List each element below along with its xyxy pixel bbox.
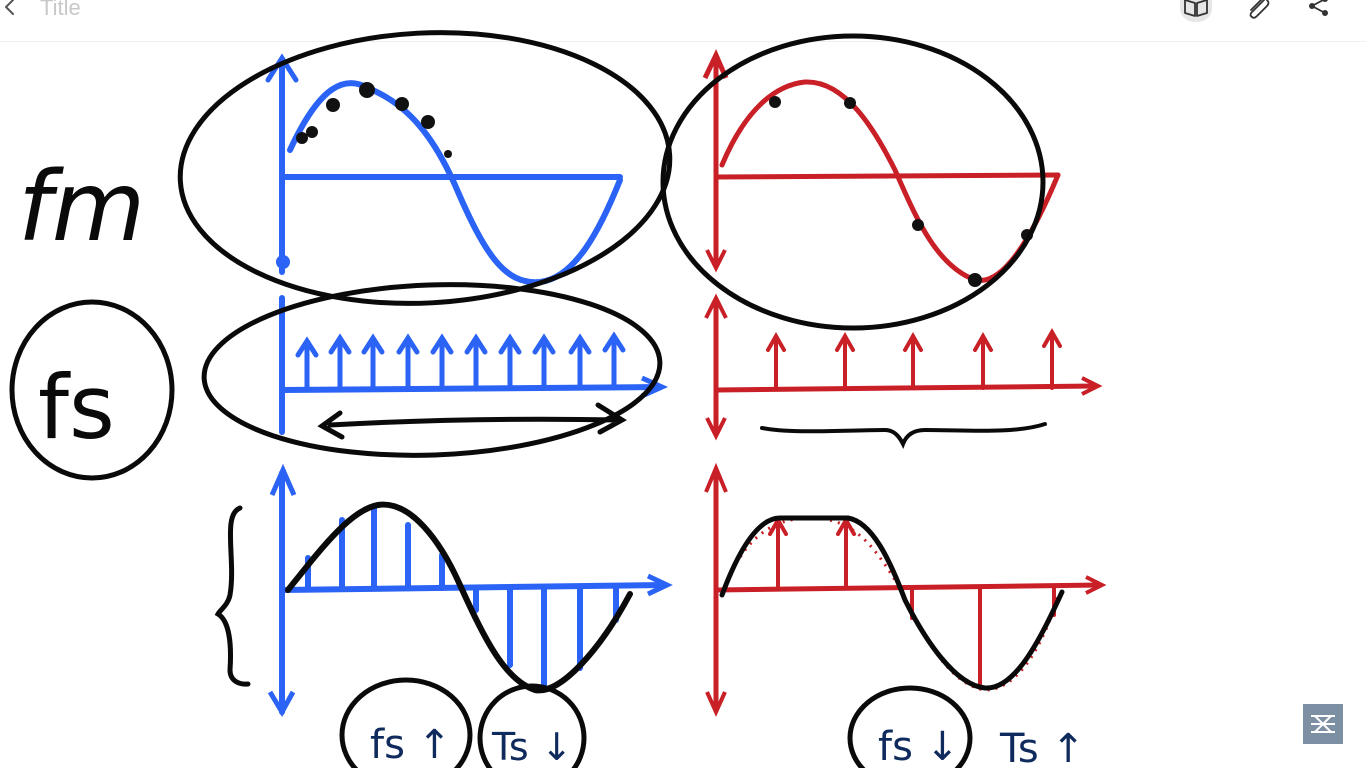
sample-dot: [912, 219, 924, 231]
note-circle: [339, 677, 473, 768]
highlight-circle: [177, 30, 673, 306]
sample-dot: [276, 255, 290, 269]
back-arrow-icon: [5, 0, 14, 15]
top-toolbar: Title: [0, 0, 1366, 42]
red-sine-wave: [719, 79, 1061, 284]
reconstructed-wave: [719, 515, 1065, 691]
sample-stems: [305, 505, 619, 691]
logo-icon: [1311, 715, 1335, 733]
double-arrow: [317, 402, 627, 440]
note-fs-down: fs ↓: [878, 724, 959, 768]
red-y-arrowheads: [704, 293, 728, 441]
blue-message-plot: [265, 53, 623, 286]
red-x-arrowhead: [1081, 376, 1103, 396]
red-message-plot: [702, 48, 1061, 287]
document-title[interactable]: Title: [40, 0, 81, 20]
fs-label-circle: [9, 299, 175, 481]
read-mode-button[interactable]: [1180, 0, 1212, 22]
note-ts-up: Ts ↑: [999, 726, 1085, 768]
book-icon: [1184, 0, 1208, 17]
blue-sampled-plot: [214, 463, 673, 718]
red-y-arrowheads: [704, 462, 728, 717]
red-x-axis: [713, 383, 1098, 393]
sample-dot: [359, 82, 375, 98]
red-y-arrowhead-top: [702, 48, 729, 80]
fm-label: fm: [18, 151, 145, 263]
sample-dot: [395, 97, 409, 111]
blue-x-axis: [279, 384, 663, 393]
sample-dot: [444, 150, 452, 158]
highlight-circle: [201, 282, 663, 458]
blue-impulse-train: [279, 295, 669, 440]
impulse-arrows: [766, 327, 1062, 390]
red-x-axis: [713, 172, 1061, 180]
red-sampled-plot: [704, 462, 1107, 717]
dotted-original-wave: [723, 516, 1060, 692]
channel-logo: [1303, 704, 1343, 744]
paperclip-icon: [1249, 0, 1270, 19]
sample-dot: [306, 126, 318, 138]
blue-y-arrowheads: [267, 463, 297, 718]
attach-button[interactable]: [1242, 0, 1274, 22]
sample-dot: [968, 273, 982, 287]
back-button[interactable]: [0, 0, 24, 22]
curly-brace: [760, 422, 1047, 449]
red-y-arrowhead-bottom: [705, 249, 727, 273]
red-x-arrowhead: [1085, 575, 1107, 595]
curly-brace: [214, 505, 251, 687]
impulse-arrows: [295, 331, 626, 391]
fs-label: fs: [38, 356, 115, 459]
blue-sine-wave: [287, 80, 623, 286]
note-fs-up: fs ↑: [370, 722, 451, 768]
note-circle: [847, 685, 973, 768]
share-button[interactable]: [1303, 0, 1335, 22]
blue-x-arrowhead: [646, 573, 673, 597]
sample-dot: [296, 132, 308, 144]
highlight-circle: [660, 33, 1046, 331]
sample-stems: [768, 515, 1056, 690]
blue-y-arrowhead: [265, 53, 299, 83]
sample-dot: [844, 97, 856, 109]
sample-dot: [326, 98, 340, 112]
reconstructed-wave: [285, 501, 633, 694]
share-icon: [1309, 0, 1328, 16]
red-x-axis: [713, 582, 1103, 593]
note-ts-down: Ts ↓: [491, 725, 573, 768]
red-impulse-train: [704, 293, 1103, 449]
note-circle: [477, 683, 587, 768]
sample-dot: [421, 115, 435, 129]
sample-dot: [769, 96, 781, 108]
